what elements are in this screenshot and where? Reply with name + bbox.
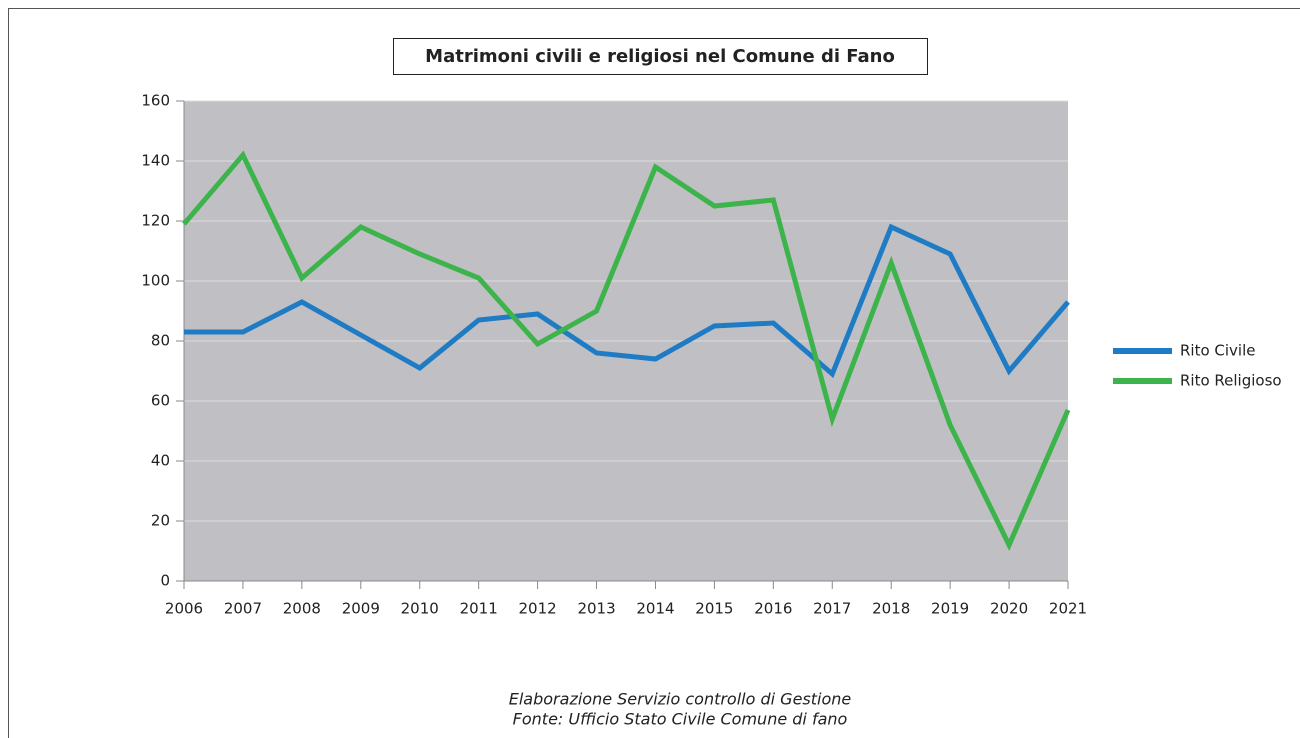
y-tick-label: 100 — [141, 272, 170, 290]
y-tick-label: 40 — [151, 452, 170, 470]
y-tick-label: 160 — [141, 92, 170, 110]
x-tick-label: 2011 — [460, 600, 498, 618]
footnote: Elaborazione Servizio controllo di Gesti… — [509, 690, 852, 709]
series-line — [184, 223, 1070, 379]
y-tick-label: 80 — [151, 332, 170, 350]
y-tick-label: 20 — [151, 512, 170, 530]
title-box — [393, 38, 928, 75]
x-tick-label: 2018 — [872, 600, 910, 618]
x-tick-label: 2020 — [990, 600, 1028, 618]
x-tick-label: 2017 — [813, 600, 851, 618]
x-tick-label: 2016 — [754, 600, 792, 618]
y-tick-label: 120 — [141, 212, 170, 230]
x-tick-label: 2007 — [224, 600, 262, 618]
x-tick-label: 2019 — [931, 600, 969, 618]
x-tick-label: 2014 — [636, 600, 674, 618]
chart-title: Matrimoni civili e religiosi nel Comune … — [425, 46, 895, 67]
x-tick-label: 2009 — [342, 600, 380, 618]
x-tick-label: 2006 — [165, 600, 203, 618]
series-line — [182, 150, 1071, 551]
legend-label: Rito Civile — [1180, 342, 1256, 360]
x-tick-label: 2013 — [577, 600, 615, 618]
x-tick-label: 2008 — [283, 600, 321, 618]
y-tick-label: 0 — [160, 572, 170, 590]
x-tick-label: 2012 — [519, 600, 557, 618]
footnote: Fonte: Ufficio Stato Civile Comune di fa… — [513, 710, 848, 729]
x-tick-label: 2010 — [401, 600, 439, 618]
y-tick-label: 140 — [141, 152, 170, 170]
legend-label: Rito Religioso — [1180, 372, 1282, 390]
x-tick-label: 2015 — [695, 600, 733, 618]
x-tick-label: 2021 — [1049, 600, 1087, 618]
y-tick-label: 60 — [151, 392, 170, 410]
